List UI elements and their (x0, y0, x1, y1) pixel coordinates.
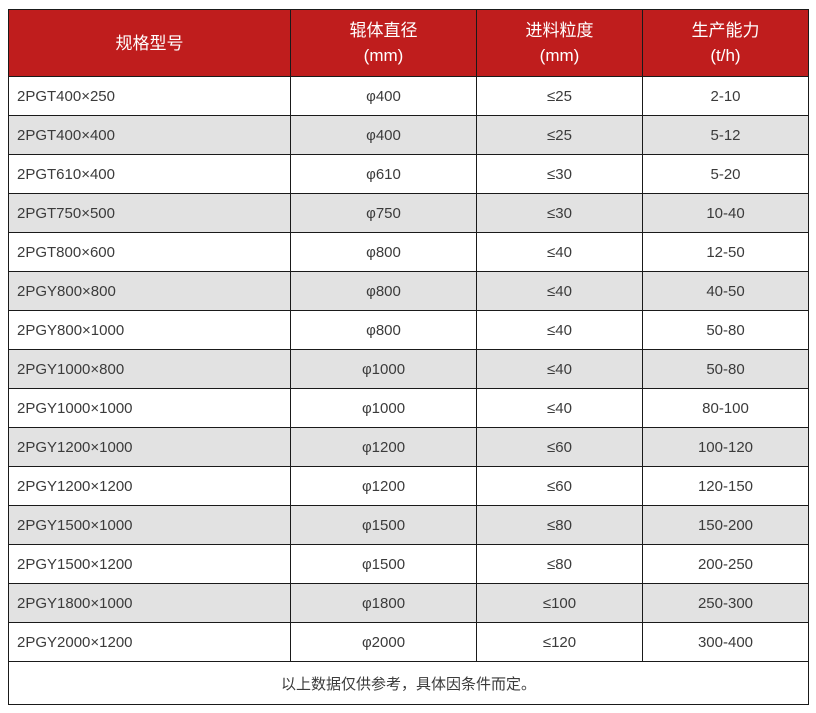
table-row: 2PGY1500×1000 φ1500 ≤80 150-200 (8, 505, 809, 545)
cell-feed-size: ≤40 (476, 310, 643, 350)
table-row: 2PGY1200×1000 φ1200 ≤60 100-120 (8, 427, 809, 467)
cell-roller-diameter: φ800 (290, 232, 477, 272)
cell-feed-size: ≤120 (476, 622, 643, 662)
column-header-model-label: 规格型号 (115, 33, 184, 53)
cell-roller-diameter: φ800 (290, 271, 477, 311)
cell-capacity: 200-250 (642, 544, 809, 584)
cell-feed-size: ≤40 (476, 388, 643, 428)
table-row: 2PGT800×600 φ800 ≤40 12-50 (8, 232, 809, 272)
cell-capacity: 12-50 (642, 232, 809, 272)
cell-model: 2PGY1200×1200 (8, 466, 291, 506)
column-header-model: 规格型号 (8, 9, 291, 77)
cell-feed-size: ≤100 (476, 583, 643, 623)
column-header-capacity: 生产能力 (t/h) (642, 9, 809, 77)
cell-capacity: 250-300 (642, 583, 809, 623)
cell-model: 2PGY800×1000 (8, 310, 291, 350)
cell-roller-diameter: φ400 (290, 76, 477, 116)
cell-roller-diameter: φ1200 (290, 427, 477, 467)
table-row: 2PGY1000×1000 φ1000 ≤40 80-100 (8, 388, 809, 428)
cell-feed-size: ≤60 (476, 427, 643, 467)
cell-model: 2PGY1000×800 (8, 349, 291, 389)
cell-capacity: 80-100 (642, 388, 809, 428)
cell-feed-size: ≤60 (476, 466, 643, 506)
table-row: 2PGY2000×1200 φ2000 ≤120 300-400 (8, 622, 809, 662)
cell-model: 2PGY800×800 (8, 271, 291, 311)
cell-roller-diameter: φ1500 (290, 544, 477, 584)
cell-model: 2PGY1500×1000 (8, 505, 291, 545)
table-row: 2PGY1500×1200 φ1500 ≤80 200-250 (8, 544, 809, 584)
column-header-capacity-label: 生产能力 (691, 21, 760, 40)
table-row: 2PGY800×1000 φ800 ≤40 50-80 (8, 310, 809, 350)
table-row: 2PGY800×800 φ800 ≤40 40-50 (8, 271, 809, 311)
cell-roller-diameter: φ400 (290, 115, 477, 155)
cell-roller-diameter: φ1500 (290, 505, 477, 545)
cell-capacity: 150-200 (642, 505, 809, 545)
table-header: 规格型号 辊体直径 (mm) 进料粒度 (mm) 生产能力 (t/h) (8, 9, 809, 77)
cell-model: 2PGT400×250 (8, 76, 291, 116)
cell-capacity: 10-40 (642, 193, 809, 233)
footer-row: 以上数据仅供参考，具体因条件而定。 (8, 661, 809, 705)
table-row: 2PGT610×400 φ610 ≤30 5-20 (8, 154, 809, 194)
cell-model: 2PGY1200×1000 (8, 427, 291, 467)
cell-capacity: 100-120 (642, 427, 809, 467)
column-header-roller-diameter-unit: (mm) (363, 46, 404, 65)
cell-roller-diameter: φ1000 (290, 388, 477, 428)
column-header-capacity-unit: (t/h) (710, 46, 741, 65)
cell-model: 2PGY1000×1000 (8, 388, 291, 428)
cell-feed-size: ≤40 (476, 349, 643, 389)
table-row: 2PGT750×500 φ750 ≤30 10-40 (8, 193, 809, 233)
cell-feed-size: ≤25 (476, 115, 643, 155)
table-row: 2PGT400×400 φ400 ≤25 5-12 (8, 115, 809, 155)
cell-feed-size: ≤25 (476, 76, 643, 116)
table-row: 2PGY1000×800 φ1000 ≤40 50-80 (8, 349, 809, 389)
cell-feed-size: ≤80 (476, 544, 643, 584)
cell-model: 2PGT400×400 (8, 115, 291, 155)
cell-feed-size: ≤30 (476, 154, 643, 194)
cell-roller-diameter: φ1000 (290, 349, 477, 389)
cell-feed-size: ≤40 (476, 232, 643, 272)
cell-feed-size: ≤80 (476, 505, 643, 545)
cell-capacity: 50-80 (642, 310, 809, 350)
cell-capacity: 5-12 (642, 115, 809, 155)
cell-roller-diameter: φ800 (290, 310, 477, 350)
cell-model: 2PGT800×600 (8, 232, 291, 272)
cell-roller-diameter: φ2000 (290, 622, 477, 662)
cell-capacity: 120-150 (642, 466, 809, 506)
column-header-feed-size: 进料粒度 (mm) (476, 9, 643, 77)
cell-model: 2PGY1500×1200 (8, 544, 291, 584)
cell-model: 2PGT610×400 (8, 154, 291, 194)
header-row: 规格型号 辊体直径 (mm) 进料粒度 (mm) 生产能力 (t/h) (8, 9, 809, 77)
footer-note: 以上数据仅供参考，具体因条件而定。 (8, 661, 809, 705)
cell-model: 2PGY1800×1000 (8, 583, 291, 623)
cell-capacity: 5-20 (642, 154, 809, 194)
cell-roller-diameter: φ610 (290, 154, 477, 194)
cell-feed-size: ≤40 (476, 271, 643, 311)
column-header-feed-size-label: 进料粒度 (525, 21, 594, 40)
cell-capacity: 40-50 (642, 271, 809, 311)
cell-roller-diameter: φ750 (290, 193, 477, 233)
table-row: 2PGY1800×1000 φ1800 ≤100 250-300 (8, 583, 809, 623)
column-header-roller-diameter-label: 辊体直径 (349, 21, 418, 40)
cell-capacity: 50-80 (642, 349, 809, 389)
cell-feed-size: ≤30 (476, 193, 643, 233)
cell-capacity: 300-400 (642, 622, 809, 662)
column-header-feed-size-unit: (mm) (539, 46, 580, 65)
table-row: 2PGT400×250 φ400 ≤25 2-10 (8, 76, 809, 116)
column-header-roller-diameter: 辊体直径 (mm) (290, 9, 477, 77)
cell-model: 2PGT750×500 (8, 193, 291, 233)
cell-capacity: 2-10 (642, 76, 809, 116)
cell-model: 2PGY2000×1200 (8, 622, 291, 662)
cell-roller-diameter: φ1200 (290, 466, 477, 506)
table-body: 2PGT400×250 φ400 ≤25 2-10 2PGT400×400 φ400 ≤25… (8, 76, 809, 662)
specification-table: 规格型号 辊体直径 (mm) 进料粒度 (mm) 生产能力 (t/h) 2PGT… (8, 9, 809, 705)
cell-roller-diameter: φ1800 (290, 583, 477, 623)
table-row: 2PGY1200×1200 φ1200 ≤60 120-150 (8, 466, 809, 506)
table-footer: 以上数据仅供参考，具体因条件而定。 (8, 661, 809, 705)
